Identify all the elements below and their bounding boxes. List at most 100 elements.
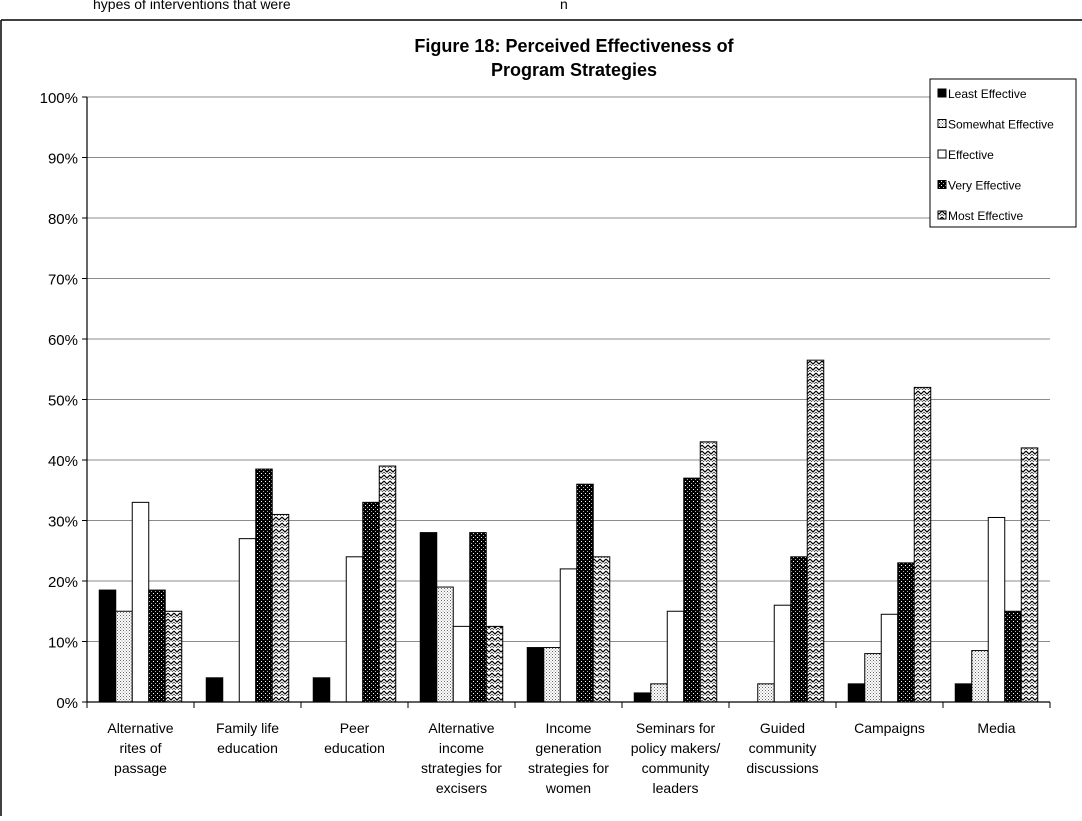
bar-most-effective <box>1020 447 1039 703</box>
bar-effective <box>987 516 1006 703</box>
bar-least-effective <box>205 677 224 703</box>
legend-label: Effective <box>948 148 994 162</box>
legend-swatch <box>937 210 947 220</box>
bar-least-effective <box>312 677 331 703</box>
chart-title-line-2: Program Strategies <box>491 60 657 80</box>
y-tick-label: 20% <box>48 574 78 591</box>
bar-somewhat-effective <box>543 647 561 703</box>
legend: Least Effective Somewhat Effective Effecti… <box>929 78 1077 228</box>
legend-label: Least Effective <box>948 87 1027 101</box>
bar-most-effective <box>378 465 397 703</box>
y-tick-label: 0% <box>56 695 78 712</box>
bars <box>98 359 1039 703</box>
bar-very-effective <box>469 532 487 703</box>
y-tick-label: 100% <box>40 90 78 107</box>
bar-least-effective <box>98 589 117 703</box>
bar-very-effective <box>683 477 701 703</box>
x-tick-label: education <box>217 740 278 756</box>
bar-somewhat-effective <box>115 610 133 703</box>
x-tick-label: Alternative <box>107 720 173 736</box>
x-tick-label: passage <box>114 760 167 776</box>
bar-somewhat-effective <box>971 650 989 703</box>
bar-effective <box>131 501 150 703</box>
y-tick-label: 90% <box>48 151 78 168</box>
bar-least-effective <box>847 683 866 703</box>
bar-effective <box>559 568 578 703</box>
x-tick-label: excisers <box>436 780 487 796</box>
x-tick-label: women <box>545 780 591 796</box>
bar-least-effective <box>419 532 438 703</box>
legend-swatch <box>937 88 947 98</box>
legend-swatch <box>937 180 947 189</box>
y-tick-label: 40% <box>48 453 78 470</box>
y-tick-label: 30% <box>48 514 78 531</box>
bar-effective <box>452 625 471 703</box>
legend-swatch <box>937 119 947 128</box>
x-tick-label: education <box>324 740 385 756</box>
x-tick-label: Guided <box>760 720 805 736</box>
bar-effective <box>238 538 257 703</box>
x-tick-label: Media <box>977 720 1015 736</box>
legend-box <box>929 78 1077 228</box>
legend-label: Most Effective <box>948 209 1023 223</box>
x-tick-label: income <box>439 740 484 756</box>
x-tick-label: community <box>749 740 817 756</box>
bar-somewhat-effective <box>650 683 668 703</box>
bar-most-effective <box>699 441 718 703</box>
bar-most-effective <box>485 625 504 703</box>
caption-suffix: n <box>560 0 568 12</box>
bar-very-effective <box>362 501 380 703</box>
x-tick-label: policy makers/ <box>631 740 721 756</box>
x-tick-label: Alternative <box>428 720 494 736</box>
bar-most-effective <box>913 386 932 703</box>
bar-least-effective <box>633 692 652 703</box>
bar-effective <box>880 613 899 703</box>
x-tick-label: leaders <box>653 780 699 796</box>
bar-most-effective <box>271 513 290 703</box>
bar-very-effective <box>148 589 166 703</box>
x-tick-label: generation <box>535 740 601 756</box>
x-tick-label: rites of <box>119 740 161 756</box>
bar-effective <box>345 556 364 703</box>
bar-very-effective <box>790 556 808 703</box>
bar-very-effective <box>576 483 594 703</box>
legend-label: Very Effective <box>948 179 1021 193</box>
bar-somewhat-effective <box>864 653 882 703</box>
x-tick-label: Family life <box>216 720 279 736</box>
x-tick-label: Peer <box>340 720 370 736</box>
y-tick-label: 80% <box>48 211 78 228</box>
bar-effective <box>773 604 792 703</box>
bar-very-effective <box>897 562 915 703</box>
x-tick-label: community <box>642 760 710 776</box>
legend-label: Somewhat Effective <box>948 118 1054 132</box>
gridlines <box>87 96 1050 642</box>
axes <box>86 97 1051 708</box>
bar-least-effective <box>954 683 973 703</box>
x-tick-label: Campaigns <box>854 720 925 736</box>
bar-effective <box>666 610 685 703</box>
y-tick-label: 50% <box>48 393 78 410</box>
y-tick-label: 70% <box>48 272 78 289</box>
legend-swatch <box>937 149 947 159</box>
x-axis-labels: Alternative rites of passage Family life edu… <box>107 720 1015 796</box>
bar-somewhat-effective <box>757 683 775 703</box>
y-tick-label: 10% <box>48 635 78 652</box>
y-tick-label: 60% <box>48 332 78 349</box>
bar-somewhat-effective <box>436 586 454 703</box>
x-tick-label: Seminars for <box>636 720 716 736</box>
caption-fragment: hypes of interventions that were <box>93 0 291 12</box>
bar-most-effective <box>164 610 183 703</box>
bar-most-effective <box>592 556 611 703</box>
bar-very-effective <box>255 468 273 703</box>
bar-very-effective <box>1004 610 1022 703</box>
chart-title-line-1: Figure 18: Perceived Effectiveness of <box>414 36 734 56</box>
x-tick-label: Income <box>546 720 592 736</box>
y-axis-ticks: 0% 10% 20% 30% 40% 50% 60% 70% 80% 90% 100% <box>40 90 87 712</box>
x-tick-label: strategies for <box>528 760 609 776</box>
x-tick-label: discussions <box>746 760 818 776</box>
bar-least-effective <box>526 647 545 703</box>
bar-most-effective <box>806 359 825 703</box>
x-tick-label: strategies for <box>421 760 502 776</box>
